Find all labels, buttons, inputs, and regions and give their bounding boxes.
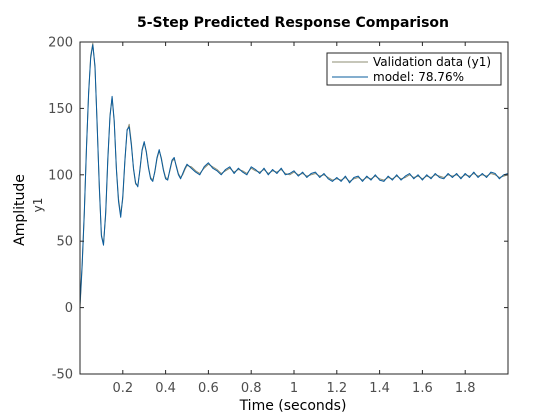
legend-label-validation: Validation data (y1): [373, 55, 491, 69]
y-tick-label: 100: [48, 168, 73, 183]
series-line-model: [79, 44, 509, 305]
y-tick-label: 200: [48, 36, 73, 51]
chart-title: 5-Step Predicted Response Comparison: [137, 15, 449, 31]
x-tick-label: 1.4: [369, 381, 390, 396]
x-tick-label: 0.8: [241, 381, 262, 396]
y-tick-label: 0: [65, 301, 73, 316]
y-axis-label: Amplitude: [12, 174, 28, 246]
plot-area: [80, 42, 508, 374]
x-tick-label: 0.4: [155, 381, 176, 396]
x-tick-label: 1.2: [326, 381, 347, 396]
y-tick-label: 50: [56, 235, 73, 250]
legend: Validation data (y1) model: 78.76%: [326, 52, 502, 86]
plot-lines: [79, 42, 509, 308]
x-tick-label: 0.6: [198, 381, 219, 396]
x-tick-label: 0.2: [112, 381, 133, 396]
x-tick-label: 1: [290, 381, 298, 396]
x-tick-label: 1.8: [455, 381, 476, 396]
y-axis-sublabel: y1: [31, 198, 45, 213]
y-axis: -50 0 50 100 150 200: [48, 36, 508, 383]
x-axis: 0.2 0.4 0.6 0.8 1 1.2 1.4 1.6 1.8: [112, 42, 476, 396]
y-tick-label: -50: [52, 368, 73, 383]
y-tick-label: 150: [48, 102, 73, 117]
legend-box: [326, 52, 502, 86]
x-tick-label: 1.6: [412, 381, 433, 396]
legend-label-model: model: 78.76%: [373, 70, 464, 84]
x-axis-label: Time (seconds): [239, 398, 347, 414]
